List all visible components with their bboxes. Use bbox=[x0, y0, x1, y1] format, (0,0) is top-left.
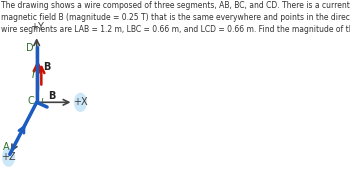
Text: +X: +X bbox=[73, 97, 88, 107]
Text: D: D bbox=[26, 43, 34, 53]
Circle shape bbox=[75, 93, 86, 111]
Text: B: B bbox=[48, 91, 56, 101]
Circle shape bbox=[3, 148, 14, 166]
Text: I: I bbox=[32, 70, 35, 80]
Text: The drawing shows a wire composed of three segments, AB, BC, and CD. There is a : The drawing shows a wire composed of thr… bbox=[1, 1, 350, 34]
Text: +Y: +Y bbox=[30, 22, 44, 32]
Text: I: I bbox=[41, 98, 43, 107]
Text: +Z: +Z bbox=[1, 152, 16, 162]
Text: C: C bbox=[27, 96, 34, 106]
Text: B: B bbox=[43, 62, 50, 72]
Text: A: A bbox=[2, 142, 9, 152]
